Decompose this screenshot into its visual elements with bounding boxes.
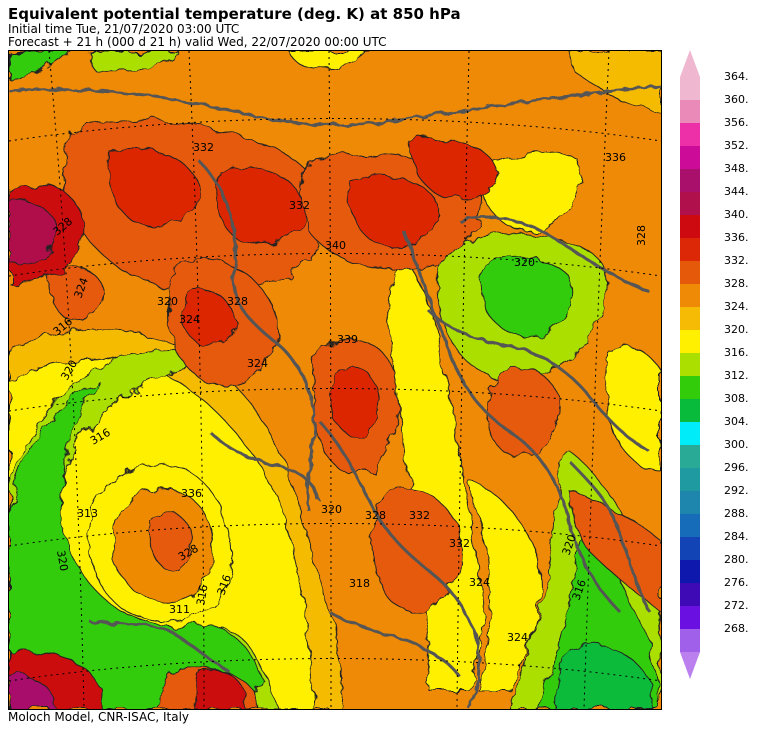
contour-label: 332 [409, 509, 430, 522]
legend-label: 268. [724, 622, 749, 635]
legend-label: 288. [724, 507, 749, 520]
map-header: Equivalent potential temperature (deg. K… [8, 6, 461, 49]
legend-label: 280. [724, 553, 749, 566]
legend-label: 304. [724, 415, 749, 428]
legend-label: 332. [724, 254, 749, 267]
contour-label: 328 [365, 509, 386, 522]
legend-label: 284. [724, 530, 749, 543]
legend-swatch [680, 468, 700, 491]
legend-swatch [680, 261, 700, 284]
legend-label: 364. [724, 70, 749, 83]
contour-label: 336 [181, 487, 202, 500]
legend-swatch [680, 77, 700, 100]
equivalent-potential-temperature-field: 316 320 324 328 324 320 316 313 320 316 … [9, 51, 661, 709]
contour-label: 318 [349, 577, 370, 590]
contour-label: 313 [77, 507, 98, 520]
legend-arrow-top [680, 50, 700, 77]
contour-label: 324 [507, 631, 528, 644]
legend-label: 336. [724, 231, 749, 244]
legend-swatch [680, 330, 700, 353]
legend-swatch [680, 169, 700, 192]
legend-swatch [680, 238, 700, 261]
contour-fields [9, 51, 661, 709]
contour-label: 332 [449, 537, 470, 550]
contour-label: 324 [247, 357, 268, 370]
contour-label: 320 [514, 256, 535, 269]
legend-label: 308. [724, 392, 749, 405]
initial-time: Initial time Tue, 21/07/2020 03:00 UTC [8, 22, 240, 36]
contour-label: 336 [605, 151, 626, 164]
legend-label: 316. [724, 346, 749, 359]
legend-swatch [680, 399, 700, 422]
contour-label: 316 [194, 584, 210, 607]
contour-label: 328 [227, 295, 248, 308]
legend-label: 272. [724, 599, 749, 612]
map-title: Equivalent potential temperature (deg. K… [8, 5, 461, 23]
legend-label: 276. [724, 576, 749, 589]
legend-swatch [680, 445, 700, 468]
legend-swatch [680, 514, 700, 537]
legend-label: 312. [724, 369, 749, 382]
legend-arrow-bottom [680, 652, 700, 679]
legend-swatch [680, 537, 700, 560]
legend-swatch [680, 192, 700, 215]
contour-label: 340 [325, 239, 346, 252]
legend-label: 300. [724, 438, 749, 451]
legend-swatch [680, 583, 700, 606]
forecast-valid-time: Forecast + 21 h (000 d 21 h) valid Wed, … [8, 35, 387, 49]
legend-colorbar [680, 50, 700, 679]
legend-label: 360. [724, 93, 749, 106]
legend-swatch [680, 560, 700, 583]
legend-swatch [680, 146, 700, 169]
legend-swatch [680, 123, 700, 146]
contour-label: 311 [169, 603, 190, 616]
contour-label: 328 [635, 225, 648, 246]
contour-label: 320 [157, 295, 178, 308]
graticule [9, 51, 661, 709]
legend-swatch [680, 629, 700, 652]
legend-swatch [680, 606, 700, 629]
weather-map: 316 320 324 328 324 320 316 313 320 316 … [8, 50, 662, 710]
legend-label: 292. [724, 484, 749, 497]
legend-label: 324. [724, 300, 749, 313]
legend-label: 356. [724, 116, 749, 129]
legend-label: 296. [724, 461, 749, 474]
model-credit: Moloch Model, CNR-ISAC, Italy [8, 710, 190, 724]
legend-label: 344. [724, 185, 749, 198]
legend-label: 328. [724, 277, 749, 290]
legend-label: 348. [724, 162, 749, 175]
legend-swatch [680, 284, 700, 307]
contour-label: 320 [321, 503, 342, 516]
legend-label: 340. [724, 208, 749, 221]
legend-swatch [680, 376, 700, 399]
legend-swatch [680, 491, 700, 514]
contour-label: 332 [193, 141, 214, 154]
contour-label: 320 [54, 549, 70, 572]
legend-swatch [680, 100, 700, 123]
contour-label: 324 [179, 313, 200, 326]
contour-label: 332 [289, 199, 310, 212]
contour-label: 324 [469, 576, 490, 589]
coastlines [9, 84, 661, 709]
legend-label: 352. [724, 139, 749, 152]
legend-swatch [680, 307, 700, 330]
legend-swatch [680, 215, 700, 238]
color-legend: 364. 360. 356. 352. 348. 344. 340. 336. 332. 328.… [676, 48, 758, 714]
legend-swatch [680, 353, 700, 376]
contour-label: 339 [337, 333, 358, 346]
legend-label: 320. [724, 323, 749, 336]
legend-swatch [680, 422, 700, 445]
